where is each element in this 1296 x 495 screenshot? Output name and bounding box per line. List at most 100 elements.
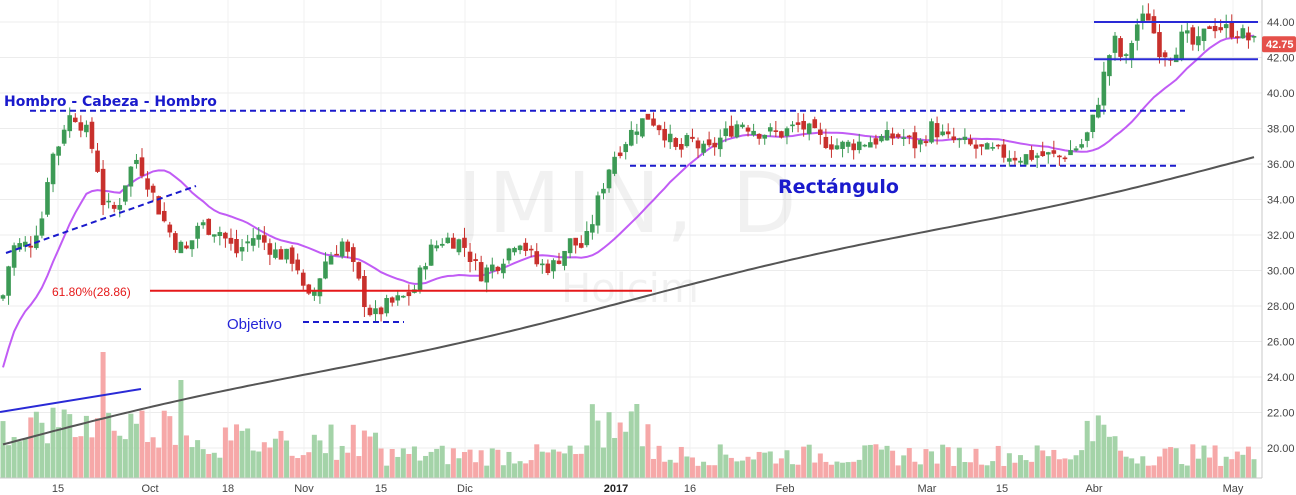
candle-body	[1118, 38, 1123, 57]
candle-body	[923, 141, 929, 144]
candle	[962, 128, 968, 145]
candle	[1068, 140, 1073, 156]
volume-bar	[645, 424, 651, 478]
candle	[673, 136, 679, 151]
volume-bar	[806, 444, 812, 478]
candle	[72, 113, 78, 123]
volume-bar	[539, 451, 545, 478]
candle-body	[806, 123, 812, 134]
candle-body	[667, 133, 673, 143]
candle	[968, 134, 973, 146]
volume-bar	[311, 434, 317, 478]
volume-bar	[1207, 457, 1213, 478]
volume-bar	[1156, 456, 1162, 478]
volume-bar	[1029, 461, 1035, 478]
volume-bar	[701, 461, 707, 478]
volume-bar	[334, 459, 340, 478]
candle-body	[1229, 21, 1235, 38]
time-tick-label: May	[1223, 483, 1244, 495]
candle	[734, 120, 740, 139]
candle	[473, 253, 478, 271]
candle	[439, 238, 445, 248]
candle	[139, 148, 145, 179]
candle-body	[72, 117, 78, 123]
candle	[173, 231, 178, 253]
volume-bar	[439, 445, 445, 478]
candle-body	[195, 225, 200, 239]
volume-bar	[984, 465, 990, 478]
volume-bar	[195, 440, 201, 478]
candle	[745, 124, 751, 137]
candle	[384, 294, 389, 317]
candle-body	[1201, 28, 1207, 41]
volume-bar	[234, 424, 240, 478]
volume-bar	[406, 453, 412, 478]
volume-bar	[1095, 415, 1101, 478]
candle	[17, 238, 22, 252]
candle	[150, 183, 156, 202]
volume-bar	[484, 465, 490, 478]
volume-bar	[1106, 436, 1112, 478]
candle	[567, 238, 573, 259]
candle-body	[1023, 154, 1029, 165]
volume-bar	[1134, 463, 1140, 478]
candle	[995, 144, 1001, 150]
volume-bar	[1012, 462, 1018, 478]
volume-bar	[478, 450, 484, 478]
volume-bar	[884, 445, 890, 478]
volume-bar	[912, 461, 918, 478]
candle-body	[929, 121, 934, 143]
candle	[957, 137, 962, 148]
candle	[167, 221, 173, 238]
volume-bar	[1179, 464, 1185, 478]
candle-body	[640, 118, 645, 137]
candle	[184, 241, 189, 250]
candle	[856, 133, 862, 154]
volume-bar	[1151, 465, 1157, 478]
candle-body	[1057, 155, 1062, 158]
candle-body	[389, 297, 395, 303]
volume-bar	[6, 445, 12, 478]
candle	[1029, 145, 1034, 162]
volume-bar	[773, 463, 779, 478]
volume-bar	[845, 462, 851, 478]
candle	[951, 127, 957, 143]
volume-bar	[67, 414, 73, 478]
volume-bar	[695, 465, 701, 478]
candle-body	[273, 249, 278, 258]
candle	[100, 160, 106, 216]
candle	[617, 146, 623, 159]
candle	[306, 283, 312, 296]
candle-body	[578, 243, 584, 248]
candle	[295, 253, 300, 275]
watermark-symbol: JMIN, D	[453, 154, 803, 252]
candle-body	[473, 259, 478, 261]
candle-body	[95, 150, 100, 172]
volume-bar	[967, 462, 973, 478]
candle	[684, 132, 690, 148]
volume-bar	[306, 452, 312, 478]
candle-body	[378, 307, 384, 315]
volume-bar	[278, 430, 284, 478]
candle-body	[328, 255, 334, 265]
last-price-value: 42.75	[1266, 39, 1294, 51]
candle	[95, 142, 100, 173]
volume-bar	[1251, 459, 1257, 478]
candle-body	[250, 238, 256, 246]
watermark-name: Holcim	[561, 266, 699, 312]
candle-body	[1134, 24, 1140, 41]
time-tick-label: Feb	[776, 483, 795, 495]
candle-body	[1034, 155, 1040, 158]
time-tick-label: 15	[996, 483, 1008, 495]
price-tick-label: 30.00	[1267, 266, 1295, 278]
candle-body	[890, 133, 895, 139]
candle-body	[684, 135, 690, 147]
volume-bar	[612, 437, 618, 478]
candle	[918, 138, 923, 153]
candle	[873, 134, 879, 149]
candle-body	[834, 145, 840, 150]
candle-body	[145, 178, 150, 190]
volume-bar	[550, 449, 556, 478]
price-tick-label: 28.00	[1267, 301, 1295, 313]
volume-bar	[367, 436, 373, 478]
